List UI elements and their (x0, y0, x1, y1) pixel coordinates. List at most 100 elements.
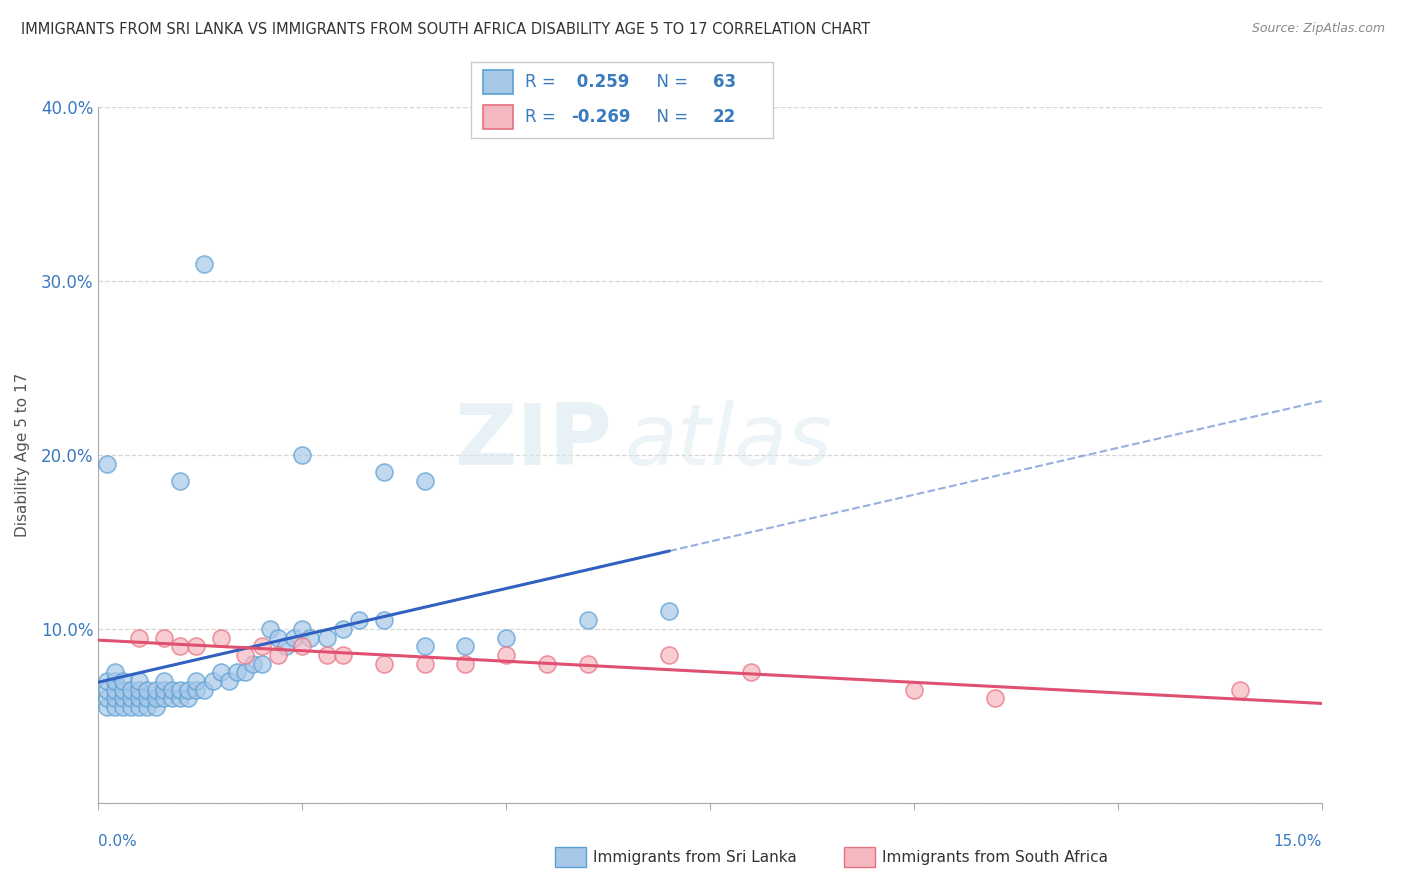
Point (128, 700, 150, 714)
Point (104, 700, 127, 714)
Point (136, 691, 159, 706)
Point (186, 639, 208, 653)
Point (120, 700, 142, 714)
Point (259, 622, 281, 636)
Point (454, 639, 477, 653)
Point (111, 682, 134, 697)
Point (145, 691, 167, 706)
Text: Source: ZipAtlas.com: Source: ZipAtlas.com (1251, 22, 1385, 36)
Point (104, 691, 127, 706)
Point (120, 682, 142, 697)
Point (152, 682, 174, 697)
Text: IMMIGRANTS FROM SRI LANKA VS IMMIGRANTS FROM SOUTH AFRICA DISABILITY AGE 5 TO 17: IMMIGRANTS FROM SRI LANKA VS IMMIGRANTS … (21, 22, 870, 37)
Point (104, 674, 127, 689)
Point (454, 657, 477, 671)
Point (250, 657, 273, 671)
Point (136, 682, 159, 697)
Point (315, 631, 337, 645)
Point (111, 691, 134, 706)
Point (576, 613, 599, 627)
Point (242, 657, 264, 671)
Point (169, 682, 191, 697)
Point (291, 448, 314, 462)
Point (209, 665, 232, 680)
Point (96, 457, 118, 471)
Point (233, 648, 256, 662)
Text: 15.0%: 15.0% (1274, 834, 1322, 849)
Point (104, 665, 127, 680)
Point (128, 674, 150, 689)
Point (152, 674, 174, 689)
Point (291, 622, 314, 636)
Text: -0.269: -0.269 (571, 108, 630, 126)
Point (903, 682, 925, 697)
Point (413, 639, 436, 653)
Text: Immigrants from South Africa: Immigrants from South Africa (882, 850, 1108, 864)
Point (373, 466, 395, 480)
Point (373, 657, 395, 671)
Point (332, 622, 354, 636)
Text: 0.0%: 0.0% (98, 834, 138, 849)
Point (226, 665, 249, 680)
Point (576, 657, 599, 671)
Point (186, 682, 208, 697)
Text: Immigrants from Sri Lanka: Immigrants from Sri Lanka (593, 850, 797, 864)
Point (291, 639, 314, 653)
Point (209, 631, 232, 645)
Point (136, 700, 159, 714)
Point (111, 700, 134, 714)
Text: atlas: atlas (624, 400, 832, 483)
Point (177, 691, 200, 706)
Point (233, 665, 256, 680)
Point (315, 648, 337, 662)
Point (128, 631, 150, 645)
Point (193, 682, 215, 697)
Point (218, 674, 240, 689)
Point (193, 256, 215, 270)
Point (349, 613, 371, 627)
Point (274, 639, 297, 653)
Point (145, 682, 167, 697)
Point (984, 691, 1007, 706)
Bar (484, 70, 513, 95)
Point (160, 682, 183, 697)
Point (267, 631, 290, 645)
Point (96, 682, 118, 697)
Text: ZIP: ZIP (454, 400, 612, 483)
Point (658, 648, 681, 662)
Text: 22: 22 (713, 108, 737, 126)
Point (495, 648, 517, 662)
Point (145, 700, 167, 714)
Point (1229, 682, 1251, 697)
Text: R =: R = (526, 73, 561, 91)
Point (96, 691, 118, 706)
Point (536, 657, 558, 671)
Text: R =: R = (526, 108, 561, 126)
Text: N =: N = (647, 73, 693, 91)
Point (128, 682, 150, 697)
Text: N =: N = (647, 108, 693, 126)
Point (96, 674, 118, 689)
Point (120, 691, 142, 706)
Text: 63: 63 (713, 73, 735, 91)
Point (177, 682, 200, 697)
Point (495, 631, 517, 645)
Point (96, 700, 118, 714)
Point (111, 674, 134, 689)
Point (267, 648, 290, 662)
Point (186, 674, 208, 689)
Point (201, 674, 224, 689)
Point (658, 605, 681, 619)
Point (104, 682, 127, 697)
Point (169, 639, 191, 653)
Point (373, 613, 395, 627)
Point (169, 691, 191, 706)
Point (413, 474, 436, 488)
Point (332, 648, 354, 662)
Point (169, 474, 191, 488)
Point (128, 691, 150, 706)
Point (413, 657, 436, 671)
Point (283, 631, 305, 645)
Y-axis label: Disability Age 5 to 17: Disability Age 5 to 17 (15, 373, 30, 537)
Point (740, 665, 762, 680)
